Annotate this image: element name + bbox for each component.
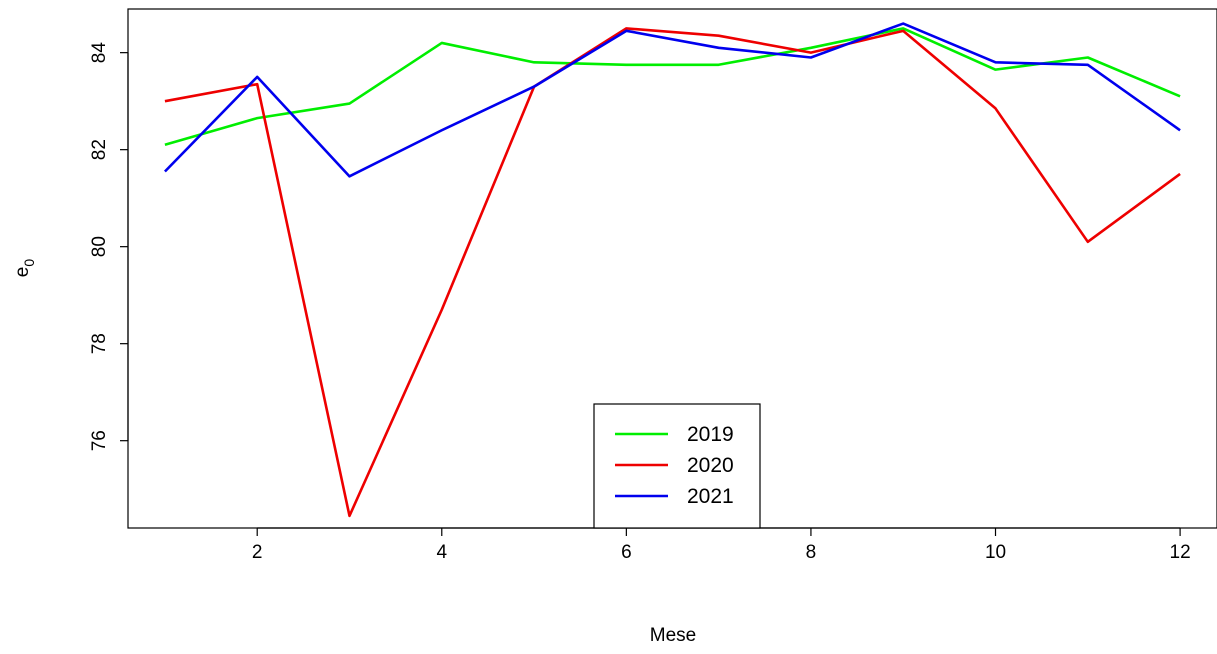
y-axis: 76 78 80 82 84 xyxy=(89,42,129,451)
x-tick-label: 2 xyxy=(252,542,263,563)
legend-label-2019: 2019 xyxy=(687,423,734,446)
series-lines xyxy=(163,22,1181,518)
y-tick-label: 76 xyxy=(89,430,110,451)
x-tick-label: 10 xyxy=(985,542,1006,563)
x-tick-label: 12 xyxy=(1170,542,1191,563)
x-axis: 2 4 6 8 10 12 xyxy=(252,527,1191,563)
y-axis-title-subscript: 0 xyxy=(21,259,37,267)
series-line-2019 xyxy=(164,27,1181,147)
legend: 2019 2020 2021 xyxy=(593,403,761,529)
y-axis-title-base: e xyxy=(12,267,33,278)
x-tick-label: 8 xyxy=(806,542,817,563)
y-axis-title: e0 xyxy=(12,259,37,278)
series-line-2020 xyxy=(164,27,1181,518)
y-tick-label: 84 xyxy=(89,42,110,64)
y-tick-label: 78 xyxy=(89,333,110,354)
y-tick-label: 80 xyxy=(89,236,110,257)
legend-label-2020: 2020 xyxy=(687,454,734,477)
x-tick-label: 6 xyxy=(621,542,632,563)
x-tick-label: 4 xyxy=(436,542,447,563)
series-line-2021 xyxy=(163,22,1181,178)
y-tick-label: 82 xyxy=(89,139,110,160)
x-axis-title: Mese xyxy=(650,625,696,646)
legend-label-2021: 2021 xyxy=(687,485,734,508)
